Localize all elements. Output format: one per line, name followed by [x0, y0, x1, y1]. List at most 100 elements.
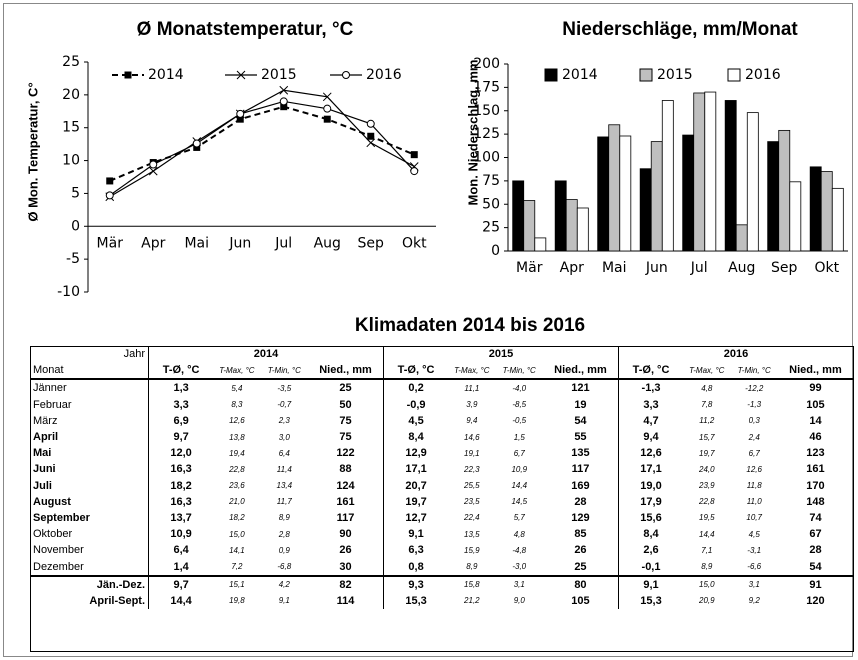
x-tick-label: Jul	[274, 235, 292, 251]
y-tick-label: 15	[62, 120, 80, 136]
table-cell: Monat	[30, 362, 150, 381]
table-cell: 20,9	[699, 596, 715, 606]
table-cell: 15,0	[683, 574, 731, 593]
table-cell: 8,9	[701, 562, 713, 572]
data-row: Jänner 1,3 5,4 -3,5 25 0,2 11,1 -4,0 121 -1,3 4,8 -…	[30, 379, 854, 397]
table-cell: 11,8	[746, 481, 762, 491]
table-cell: 105	[777, 396, 854, 413]
table-cell: Dezember	[30, 558, 150, 576]
table-cell: 15,7	[699, 432, 715, 442]
table-cell: 26	[308, 542, 384, 559]
table-cell: Jän.-Dez.	[30, 574, 150, 593]
table-cell: 17,9	[640, 495, 662, 508]
table-cell: 10,9	[511, 464, 528, 474]
bar	[724, 100, 737, 252]
table-cell: 16,3	[170, 495, 192, 508]
data-row: Mai 12,0 19,4 6,4 122 12,9 19,1 6,7 135 12,6 19,7 6…	[30, 445, 854, 462]
y-tick-label: 25	[62, 54, 80, 70]
table-cell: 117	[542, 461, 619, 478]
marker	[236, 115, 244, 123]
table-cell: 75	[308, 428, 384, 446]
x-tick-label: Sep	[771, 260, 798, 276]
table-cell: 55	[542, 428, 619, 446]
table-cell: 7,1	[701, 545, 713, 555]
table-cell: T-Min, °C	[260, 362, 308, 381]
table-cell: 15,6	[640, 511, 662, 524]
table-cell: 2,3	[278, 416, 290, 426]
table-cell: 9,4	[643, 431, 659, 444]
table-cell: 25,5	[464, 481, 480, 491]
table-cell: 11,0	[746, 497, 762, 507]
table-cell: 12,7	[405, 511, 427, 524]
table-cell: 15,1	[213, 574, 261, 593]
marker	[149, 160, 158, 169]
table-cell: 122	[308, 445, 384, 462]
marker	[410, 167, 419, 176]
table-cell: April-Sept.	[30, 592, 150, 609]
y-axis-label: Mon. Niederschlag, mm	[465, 60, 480, 206]
table-cell: Nied., mm	[542, 362, 619, 381]
table-cell: 19,8	[229, 596, 245, 606]
data-row: Dezember 1,4 7,2 -6,8 30 0,8 8,9 -3,0 25 -0,1 8,9 -…	[30, 558, 854, 576]
bar	[661, 100, 674, 252]
data-row: November 6,4 14,1 0,9 26 6,3 15,9 -4,8 26 2,6 7,1 -…	[30, 542, 854, 559]
y-tick-label: -5	[66, 251, 80, 267]
marker	[105, 191, 114, 200]
bar	[746, 112, 759, 252]
table-cell: 14,4	[511, 481, 528, 491]
table-cell: 4,5	[748, 529, 760, 539]
table-cell: Jahr	[30, 346, 150, 363]
table-cell: 15,0	[229, 529, 245, 539]
chart-title: Niederschläge, mm/Monat	[562, 19, 798, 40]
marker	[367, 132, 375, 140]
table-cell: Februar	[30, 396, 150, 413]
table-cell: 90	[308, 526, 384, 543]
table-cell: 13,8	[229, 432, 245, 442]
table-cell: 19,7	[405, 495, 427, 508]
table-cell: 14,5	[511, 497, 528, 507]
table-cell: T-Min, °C	[730, 362, 778, 381]
marker	[279, 85, 289, 95]
table-cell: T-Min, °C	[495, 362, 543, 381]
table-cell: 0,3	[748, 416, 760, 426]
bar	[735, 224, 748, 252]
table-cell: 12,0	[170, 447, 192, 460]
bar	[650, 141, 663, 252]
x-tick-label: Mär	[516, 260, 543, 276]
bar	[554, 180, 567, 252]
bar	[831, 187, 844, 252]
bar	[639, 168, 652, 252]
bar	[693, 92, 706, 252]
bar	[534, 237, 547, 252]
table-cell: 23,9	[699, 481, 715, 491]
table-cell: 85	[542, 526, 619, 543]
table-cell: 24,0	[699, 464, 715, 474]
header-row: Jahr 2014 2015 2016	[30, 346, 855, 363]
table-cell: 17,1	[405, 463, 427, 476]
table-cell: 148	[777, 493, 854, 510]
marker	[323, 115, 331, 123]
table-cell: Nied., mm	[308, 362, 384, 381]
table-cell: -1,3	[747, 400, 762, 410]
table-cell: -4,0	[512, 383, 527, 393]
table-cell: 23,6	[229, 481, 245, 491]
table-cell: 5,4	[231, 383, 243, 393]
y-tick-label: 10	[62, 153, 80, 169]
table-cell: 10,7	[746, 513, 762, 523]
x-tick-label: Aug	[314, 235, 341, 251]
table-cell: 8,9	[466, 562, 478, 572]
table-cell: 6,4	[173, 544, 189, 557]
marker	[124, 71, 132, 79]
table-cell: 88	[308, 461, 384, 478]
table-cell: 10,9	[170, 528, 192, 541]
table-cell: 16,3	[170, 463, 192, 476]
table-cell: 15,8	[448, 574, 496, 593]
table-cell: -8,5	[512, 400, 527, 410]
table-cell: T-Max, °C	[213, 362, 261, 381]
table-cell: 1,4	[173, 560, 189, 573]
x-tick-label: Jun	[228, 235, 251, 251]
table-cell: 17,1	[640, 463, 662, 476]
table-cell: 117	[308, 509, 384, 527]
data-row: März 6,9 12,6 2,3 75 4,5 9,4 -0,5 54 4,7 11,2 0,3 14	[30, 412, 854, 429]
marker	[236, 70, 246, 80]
